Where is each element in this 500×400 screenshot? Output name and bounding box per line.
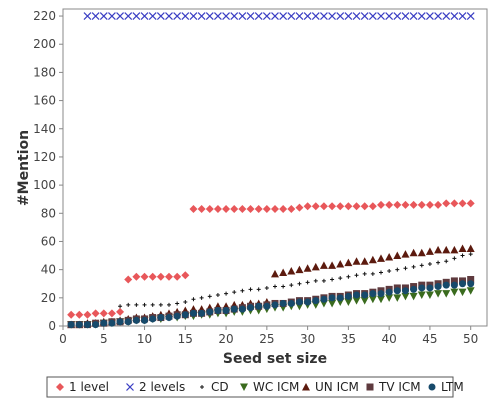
data-point-ltm <box>100 320 107 327</box>
data-point-ltm <box>329 294 336 301</box>
y-tick-label: 80 <box>41 206 56 220</box>
x-axis-title: Seed set size <box>223 351 327 367</box>
y-tick-label: 180 <box>33 65 56 79</box>
data-point-ltm <box>239 306 246 313</box>
y-tick-label: 160 <box>33 94 56 108</box>
data-point-ltm <box>402 287 409 294</box>
data-point-ltm <box>361 292 368 299</box>
data-point-ltm <box>426 284 433 291</box>
x-tick-label: 5 <box>100 332 108 346</box>
data-point-ltm <box>443 282 450 289</box>
data-point-ltm <box>435 283 442 290</box>
legend-marker-tv-icm <box>367 384 374 391</box>
data-point-ltm <box>214 307 221 314</box>
y-tick-label: 0 <box>48 319 56 333</box>
data-point-ltm <box>206 308 213 315</box>
data-point-ltm <box>108 320 115 327</box>
data-point-ltm <box>272 301 279 308</box>
data-point-ltm <box>84 321 91 328</box>
data-point-ltm <box>345 293 352 300</box>
data-point-ltm <box>141 317 148 324</box>
data-point-ltm <box>247 304 254 311</box>
data-point-ltm <box>255 303 262 310</box>
data-point-ltm <box>190 310 197 317</box>
data-point-ltm <box>418 284 425 291</box>
legend-label-cd: CD <box>211 380 229 394</box>
data-point-ltm <box>369 290 376 297</box>
data-point-ltm <box>157 314 164 321</box>
data-point-ltm <box>467 280 474 287</box>
x-tick-label: 35 <box>341 332 356 346</box>
data-point-ltm <box>125 318 132 325</box>
y-tick-label: 20 <box>41 291 56 305</box>
data-point-ltm <box>174 313 181 320</box>
legend-label-un-icm: UN ICM <box>315 380 359 394</box>
x-tick-label: 15 <box>178 332 193 346</box>
y-axis-title: #Mention <box>16 130 32 206</box>
data-point-ltm <box>182 311 189 318</box>
data-point-ltm <box>263 303 270 310</box>
y-tick-label: 40 <box>41 263 56 277</box>
data-point-ltm <box>166 314 173 321</box>
legend-label-ltm: LTM <box>441 380 464 394</box>
x-tick-label: 40 <box>382 332 397 346</box>
data-point-ltm <box>386 289 393 296</box>
data-point-ltm <box>378 290 385 297</box>
data-point-ltm <box>410 286 417 293</box>
data-point-ltm <box>117 318 124 325</box>
legend-label-1-level: 1 level <box>69 380 109 394</box>
y-tick-label: 140 <box>33 122 56 136</box>
x-tick-label: 20 <box>218 332 233 346</box>
y-tick-label: 120 <box>33 150 56 164</box>
data-point-ltm <box>337 294 344 301</box>
data-point-ltm <box>288 300 295 307</box>
data-point-ltm <box>459 280 466 287</box>
data-point-ltm <box>76 321 83 328</box>
x-tick-label: 45 <box>422 332 437 346</box>
data-point-ltm <box>353 292 360 299</box>
data-point-ltm <box>312 297 319 304</box>
legend-label-2-levels: 2 levels <box>139 380 185 394</box>
y-tick-label: 200 <box>33 37 56 51</box>
data-point-ltm <box>149 315 156 322</box>
x-tick-label: 30 <box>300 332 315 346</box>
x-tick-label: 25 <box>259 332 274 346</box>
data-point-ltm <box>133 317 140 324</box>
data-point-ltm <box>296 299 303 306</box>
y-tick-label: 220 <box>33 9 56 23</box>
y-tick-label: 100 <box>33 178 56 192</box>
y-tick-label: 60 <box>41 234 56 248</box>
data-point-ltm <box>92 321 99 328</box>
legend-label-tv-icm: TV ICM <box>378 380 421 394</box>
legend-label-wc-icm: WC ICM <box>253 380 299 394</box>
data-point-ltm <box>320 296 327 303</box>
data-point-ltm <box>223 307 230 314</box>
data-point-ltm <box>304 299 311 306</box>
data-point-ltm <box>394 287 401 294</box>
data-point-ltm <box>198 310 205 317</box>
x-tick-label: 50 <box>463 332 478 346</box>
data-point-ltm <box>451 282 458 289</box>
legend-marker-ltm <box>429 384 436 391</box>
data-point-ltm <box>280 300 287 307</box>
legend: 1 level 2 levels CD WC ICM UN ICM TV ICM LTM <box>47 377 464 397</box>
data-point-ltm <box>68 321 75 328</box>
x-tick-label: 10 <box>137 332 152 346</box>
x-tick-label: 0 <box>59 332 67 346</box>
data-point-ltm <box>231 306 238 313</box>
